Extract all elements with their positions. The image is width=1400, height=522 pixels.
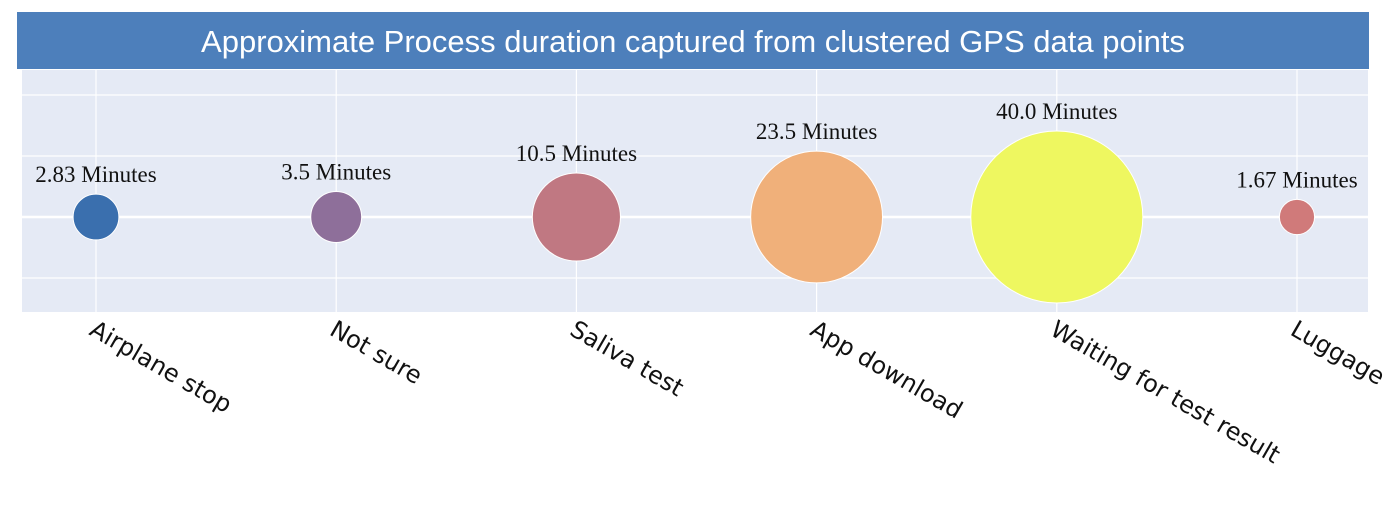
x-axis-ticks: Airplane stop Not sure Saliva test App down… [85, 315, 1389, 469]
data-label: 2.83 Minutes [35, 162, 156, 187]
x-tick-label: App download [806, 315, 968, 425]
grid [22, 70, 1368, 312]
bubble-app-download [750, 150, 884, 284]
bubble-not-sure [310, 191, 363, 243]
data-label: 40.0 Minutes [996, 99, 1117, 124]
bubble-saliva-test [531, 172, 621, 262]
x-tick-label: Airplane stop [85, 315, 237, 419]
data-label: 10.5 Minutes [516, 141, 637, 166]
data-label: 1.67 Minutes [1236, 167, 1357, 192]
chart-title: Approximate Process duration captured fr… [201, 24, 1185, 59]
data-label: 23.5 Minutes [756, 119, 877, 144]
title-bar [17, 12, 1369, 69]
x-tick-label: Waiting for test result [1046, 315, 1285, 469]
x-tick-label: Not sure [325, 315, 427, 390]
data-label: 3.5 Minutes [281, 160, 391, 185]
bubble-luggage [1278, 198, 1316, 236]
x-tick-label: Saliva test [565, 315, 688, 402]
bubble-airplane-stop [72, 193, 120, 241]
bubbles [72, 130, 1316, 304]
x-tick-label: Luggage [1286, 315, 1389, 391]
plot-background [22, 70, 1368, 312]
data-labels: 2.83 Minutes 3.5 Minutes 10.5 Minutes 23.5 … [35, 99, 1357, 192]
bubble-waiting-for-test-result [970, 130, 1144, 304]
